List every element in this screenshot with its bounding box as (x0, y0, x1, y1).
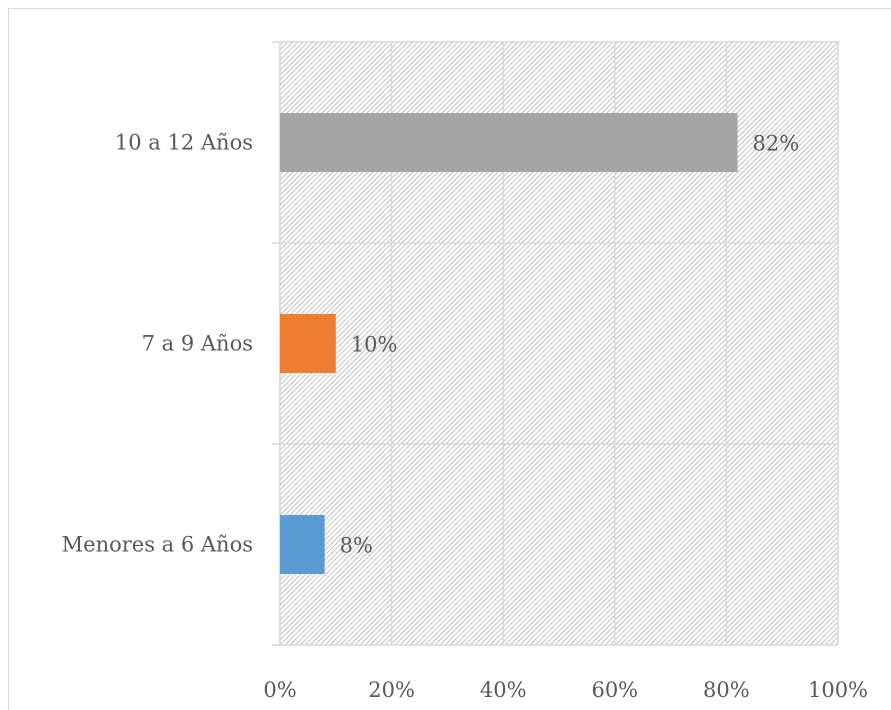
bars (280, 113, 738, 574)
x-tick-label: 100% (808, 678, 868, 702)
bar (280, 314, 336, 373)
x-tick-label: 40% (480, 678, 527, 702)
bar (280, 515, 325, 574)
data-label: 82% (753, 132, 800, 156)
chart-frame (8, 8, 891, 710)
data-label: 8% (340, 534, 373, 558)
x-tick-label: 20% (368, 678, 415, 702)
category-label: Menores a 6 Años (62, 533, 253, 557)
category-label: 10 a 12 Años (115, 131, 253, 155)
x-tick-label: 80% (703, 678, 750, 702)
bar (280, 113, 738, 172)
category-label: 7 a 9 Años (142, 332, 253, 356)
data-label: 10% (351, 333, 398, 357)
labels: 10 a 12 Años 82% 7 a 9 Años 10% Menores a 6 … (62, 131, 868, 703)
x-tick-label: 60% (591, 678, 638, 702)
x-tick-label: 0% (263, 678, 296, 702)
